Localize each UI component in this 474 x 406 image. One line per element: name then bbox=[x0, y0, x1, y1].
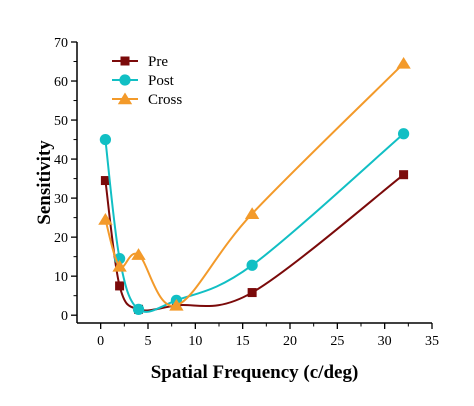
data-point-cross bbox=[396, 56, 411, 69]
data-point-cross bbox=[131, 248, 146, 260]
x-tick-label: 0 bbox=[97, 334, 104, 349]
y-tick-label: 30 bbox=[54, 192, 68, 207]
data-point-cross bbox=[169, 298, 184, 311]
legend-item-post: Post bbox=[112, 73, 175, 89]
y-tick-label: 0 bbox=[61, 309, 68, 324]
x-tick-label: 30 bbox=[378, 334, 392, 349]
legend-marker-post bbox=[119, 74, 131, 86]
series-layer bbox=[98, 56, 411, 315]
axes-frame bbox=[76, 42, 432, 324]
y-tick-label: 10 bbox=[54, 270, 68, 285]
series-pre bbox=[100, 170, 409, 314]
axis-ticks: 0 5 10 15 20 25 30 35 0 10 20 30 40 50 60 70 bbox=[54, 36, 439, 349]
x-tick-label: 5 bbox=[145, 334, 152, 349]
legend: Pre Post Cross bbox=[112, 54, 182, 108]
data-point-pre bbox=[247, 288, 257, 298]
legend-item-pre: Pre bbox=[112, 54, 168, 70]
legend-marker-pre bbox=[120, 56, 130, 66]
y-tick-label: 70 bbox=[54, 36, 68, 51]
x-tick-label: 10 bbox=[188, 334, 202, 349]
y-tick-label: 40 bbox=[54, 153, 68, 168]
series-cross bbox=[98, 56, 411, 311]
x-tick-label: 20 bbox=[283, 334, 297, 349]
x-tick-label: 15 bbox=[236, 334, 250, 349]
x-axis-title: Spatial Frequency (c/deg) bbox=[151, 362, 359, 383]
data-point-pre bbox=[115, 281, 125, 291]
data-point-post bbox=[132, 303, 145, 315]
legend-marker-cross bbox=[117, 92, 133, 105]
legend-label-pre: Pre bbox=[148, 54, 168, 70]
y-axis-title: Sensitivity bbox=[34, 140, 55, 225]
data-point-post bbox=[246, 259, 258, 271]
legend-label-post: Post bbox=[148, 73, 175, 89]
legend-item-cross: Cross bbox=[112, 92, 182, 108]
data-point-post bbox=[99, 133, 112, 146]
series-post bbox=[99, 128, 410, 315]
data-point-cross bbox=[244, 207, 260, 219]
series-line-post bbox=[104, 132, 405, 313]
data-point-pre bbox=[399, 170, 409, 180]
data-point-pre bbox=[100, 176, 110, 186]
legend-label-cross: Cross bbox=[148, 92, 182, 108]
y-tick-label: 50 bbox=[54, 114, 68, 129]
y-tick-label: 60 bbox=[54, 75, 68, 90]
series-line-pre bbox=[104, 173, 405, 312]
y-tick-label: 20 bbox=[54, 231, 68, 246]
x-tick-label: 35 bbox=[425, 334, 439, 349]
data-point-cross bbox=[98, 213, 113, 225]
x-tick-label: 25 bbox=[330, 334, 344, 349]
data-point-post bbox=[397, 128, 410, 140]
data-point-cross bbox=[112, 259, 127, 272]
